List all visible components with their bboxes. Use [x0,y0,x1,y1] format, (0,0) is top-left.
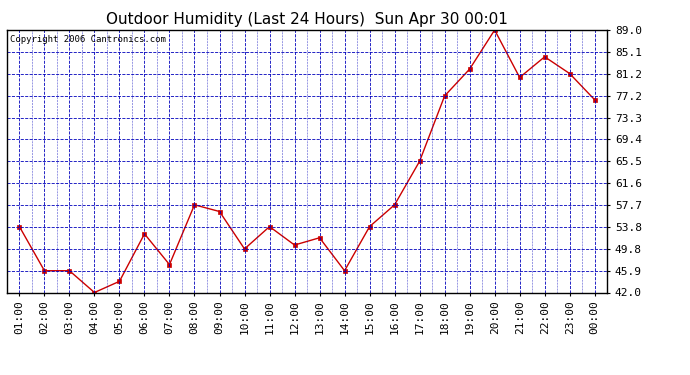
Title: Outdoor Humidity (Last 24 Hours)  Sun Apr 30 00:01: Outdoor Humidity (Last 24 Hours) Sun Apr… [106,12,508,27]
Text: Copyright 2006 Cantronics.com: Copyright 2006 Cantronics.com [10,35,166,44]
